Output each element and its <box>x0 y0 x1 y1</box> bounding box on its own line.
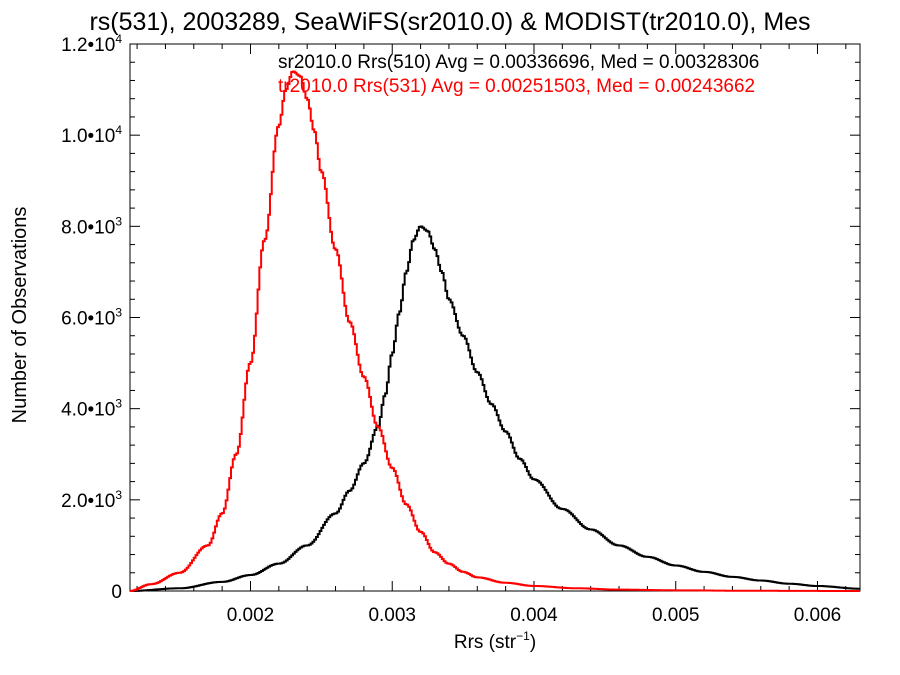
x-tick-label: 0.002 <box>227 605 275 626</box>
x-axis-label-close: ) <box>530 632 536 653</box>
y-tick-mantissa: 6.0•10 <box>61 309 115 330</box>
y-tick-mantissa: 2.0•10 <box>61 491 115 512</box>
y-tick-label: 6.0•103 <box>61 306 122 330</box>
x-axis-ticks: 0.002 0.003 0.004 0.005 0.006 <box>136 44 847 626</box>
y-tick-exponent: 3 <box>115 306 122 320</box>
y-tick-label: 8.0•103 <box>61 214 122 238</box>
y-tick-mantissa: 4.0•10 <box>61 400 115 421</box>
legend: sr2010.0 Rrs(510) Avg = 0.00336696, Med … <box>278 52 759 97</box>
series-layer <box>130 70 860 592</box>
y-tick-exponent: 4 <box>115 32 122 46</box>
plot-frame <box>129 43 861 592</box>
y-tick-label: 1.0•104 <box>61 123 122 147</box>
series-line-0 <box>130 225 860 592</box>
chart-title: rs(531), 2003289, SeaWiFS(sr2010.0) & MO… <box>89 8 810 36</box>
y-tick-exponent: 3 <box>115 397 122 411</box>
x-tick-label: 0.004 <box>510 605 558 626</box>
y-axis-ticks: 02.0•1034.0•1036.0•1038.0•1031.0•1041.2•… <box>61 32 860 603</box>
x-axis-label: Rrs (str−1) <box>454 629 536 653</box>
y-tick-exponent: 4 <box>115 123 122 137</box>
x-tick-label: 0.003 <box>368 605 416 626</box>
y-tick-label: 1.2•104 <box>61 32 122 56</box>
x-axis-label-text: Rrs (str <box>454 632 517 653</box>
legend-entry-0: sr2010.0 Rrs(510) Avg = 0.00336696, Med … <box>278 52 759 73</box>
series-line-1 <box>130 70 860 592</box>
y-tick-mantissa: 1.0•10 <box>61 126 115 147</box>
y-axis-label: Number of Observations <box>9 207 31 424</box>
y-tick-mantissa: 1.2•10 <box>61 35 115 56</box>
y-tick-exponent: 3 <box>115 214 122 228</box>
y-tick-label: 2.0•103 <box>61 488 122 512</box>
x-tick-label: 0.005 <box>652 605 700 626</box>
y-tick-mantissa: 8.0•10 <box>61 217 115 238</box>
x-axis-label-superscript: −1 <box>516 629 530 643</box>
y-tick-label: 4.0•103 <box>61 397 122 421</box>
y-tick-exponent: 3 <box>115 488 122 502</box>
legend-entry-1: tr2010.0 Rrs(531) Avg = 0.00251503, Med … <box>278 76 755 97</box>
x-tick-label: 0.006 <box>794 605 842 626</box>
y-tick-label: 0 <box>111 582 122 603</box>
